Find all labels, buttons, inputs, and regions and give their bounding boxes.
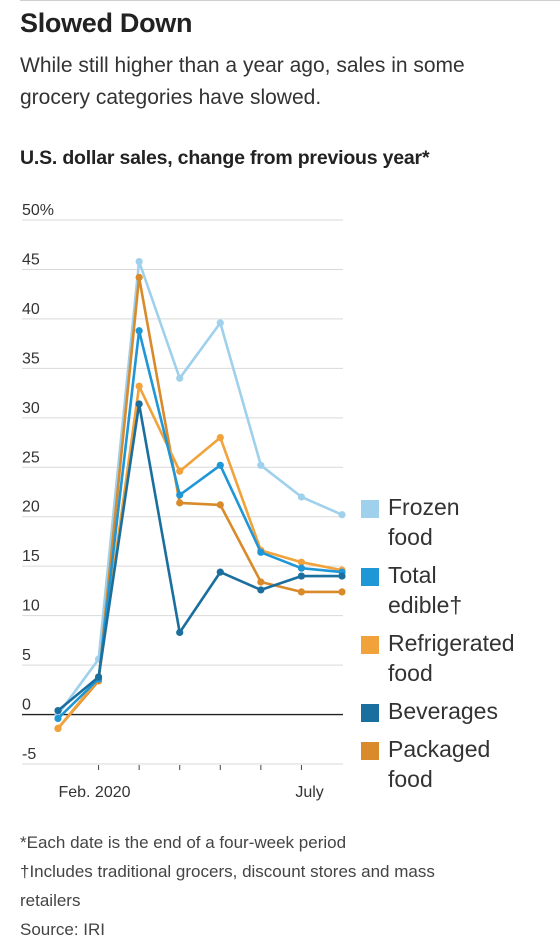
legend-label: Frozen bbox=[388, 494, 460, 520]
footnotes: *Each date is the end of a four-week per… bbox=[20, 828, 550, 944]
legend-item: Refrigerated food bbox=[361, 628, 556, 688]
data-point bbox=[176, 499, 184, 507]
data-point bbox=[338, 572, 346, 580]
legend-label: food bbox=[388, 766, 433, 792]
data-point bbox=[176, 628, 184, 637]
legend-swatch bbox=[361, 500, 379, 518]
data-point bbox=[176, 467, 184, 475]
data-point bbox=[216, 501, 224, 509]
x-tick-label: Feb. 2020 bbox=[58, 784, 130, 801]
data-point bbox=[216, 319, 224, 327]
data-point bbox=[135, 257, 143, 266]
data-point bbox=[297, 564, 306, 572]
data-point bbox=[135, 273, 143, 281]
legend-label: food bbox=[388, 660, 433, 686]
y-tick-label: 20 bbox=[22, 499, 40, 516]
data-point bbox=[338, 588, 346, 596]
legend-item: Packaged food bbox=[361, 734, 556, 794]
data-point bbox=[257, 548, 265, 556]
data-point bbox=[216, 568, 224, 576]
legend-label: Total bbox=[388, 562, 437, 588]
y-tick-label: 0 bbox=[22, 697, 31, 714]
data-point bbox=[176, 374, 184, 382]
series-line bbox=[56, 260, 344, 716]
y-tick-label: 50% bbox=[22, 202, 54, 219]
legend-label: Beverages bbox=[388, 698, 498, 724]
legend-swatch bbox=[361, 742, 379, 760]
series-line bbox=[56, 329, 344, 720]
legend-label: edible† bbox=[388, 592, 463, 618]
legend-swatch bbox=[361, 568, 379, 586]
legend-swatch bbox=[361, 636, 379, 654]
y-tick-label: 45 bbox=[22, 251, 40, 268]
footnote-date: *Each date is the end of a four-week per… bbox=[20, 833, 347, 852]
data-point bbox=[54, 706, 62, 715]
legend-label: Packaged bbox=[388, 736, 491, 762]
data-point bbox=[297, 588, 306, 596]
data-point bbox=[176, 491, 184, 499]
data-point bbox=[257, 578, 265, 586]
x-tick-label: July bbox=[295, 784, 323, 801]
chart-title: U.S. dollar sales, change from previous … bbox=[20, 147, 430, 169]
y-tick-label: 40 bbox=[22, 301, 40, 318]
data-point bbox=[257, 461, 265, 469]
data-point bbox=[135, 382, 143, 390]
y-tick-label: 10 bbox=[22, 598, 40, 615]
data-point bbox=[257, 586, 265, 594]
legend-item: Total edible† bbox=[361, 560, 556, 620]
page-title: Slowed Down bbox=[20, 8, 193, 38]
data-point bbox=[297, 572, 306, 580]
data-point bbox=[297, 558, 306, 566]
data-point bbox=[54, 724, 62, 732]
data-point bbox=[135, 400, 143, 408]
y-tick-label: -5 bbox=[22, 746, 36, 763]
y-tick-label: 5 bbox=[22, 647, 31, 664]
y-tick-label: 30 bbox=[22, 400, 40, 417]
y-tick-label: 25 bbox=[22, 449, 40, 466]
top-rule bbox=[20, 0, 560, 1]
data-point bbox=[94, 673, 103, 681]
line-chart: -5 0 5 10 15 20 25 30 35 40 45 50% Feb. 2020 July bbox=[22, 202, 346, 801]
legend-label: Refrigerated bbox=[388, 630, 515, 656]
data-point bbox=[338, 511, 346, 519]
series-line bbox=[56, 402, 344, 712]
data-point bbox=[297, 493, 306, 501]
source-note: Source: IRI bbox=[20, 920, 106, 939]
footnote-total-edible: †Includes traditional grocers, discount … bbox=[20, 862, 435, 910]
legend-swatch bbox=[361, 704, 379, 722]
legend-item: Beverages bbox=[361, 696, 556, 726]
data-point bbox=[54, 714, 62, 723]
data-point bbox=[216, 461, 224, 469]
data-point bbox=[216, 434, 224, 442]
data-point bbox=[135, 327, 143, 335]
legend-item: Frozen food bbox=[361, 492, 556, 552]
chart-legend: Frozen food Total edible† Refrigerated food Be… bbox=[361, 492, 556, 802]
y-tick-label: 35 bbox=[22, 350, 40, 367]
legend-label: food bbox=[388, 524, 433, 550]
page-subtitle: While still higher than a year ago, sale… bbox=[20, 54, 465, 109]
y-tick-label: 15 bbox=[22, 548, 40, 565]
